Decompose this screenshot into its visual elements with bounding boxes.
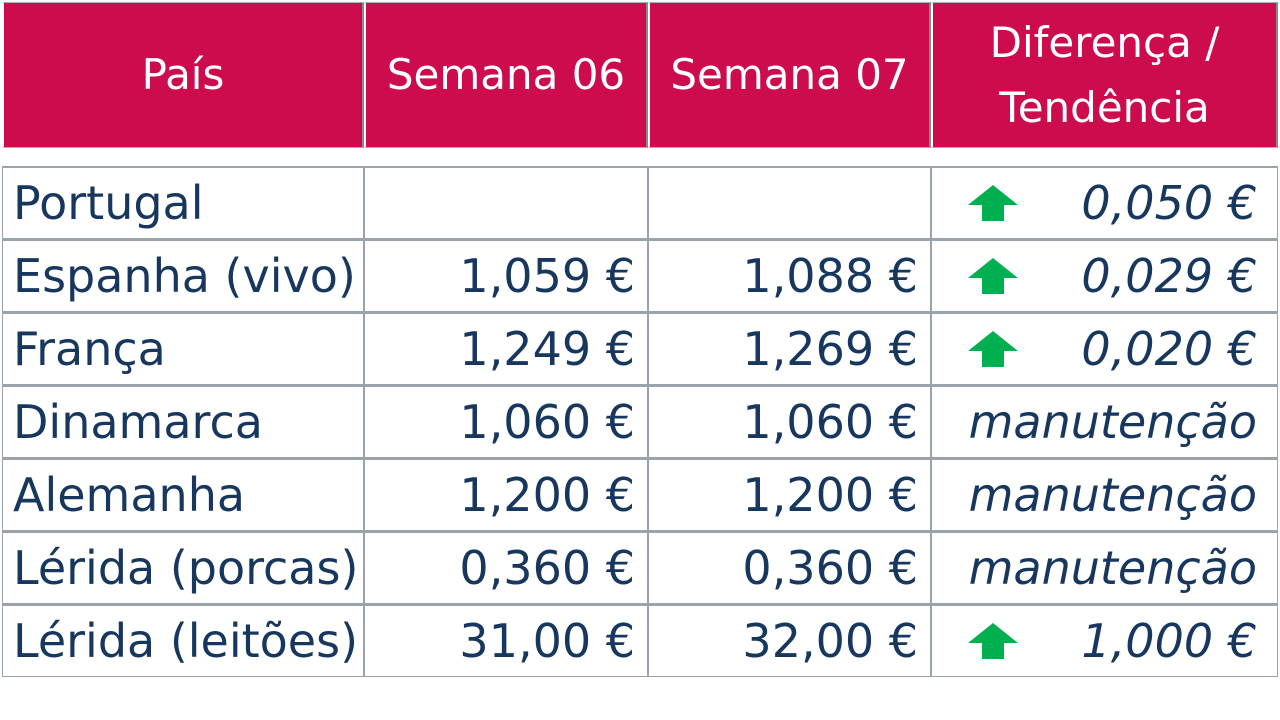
trend-cell: manutenção	[931, 385, 1278, 458]
price-table-header: País Semana 06 Semana 07 Diferença / Ten…	[2, 2, 1278, 148]
header-spacer	[2, 150, 1278, 164]
country-cell: Alemanha	[2, 458, 364, 531]
header-week-07: Semana 07	[648, 2, 931, 148]
week-07-price-cell	[648, 166, 931, 239]
week-06-price-cell: 1,249 €	[364, 312, 648, 385]
arrow-up-icon	[966, 621, 1020, 661]
trend-value: 0,020 €	[1081, 322, 1257, 376]
table-row: Lérida (porcas) 0,360 €0,360 € manutenção	[2, 531, 1278, 604]
country-cell: França	[2, 312, 364, 385]
country-cell: Lérida (porcas)	[2, 531, 364, 604]
trend-value: 0,029 €	[1081, 249, 1257, 303]
week-07-price-cell: 0,360 €	[648, 531, 931, 604]
table-row: Espanha (vivo) 1,059 €1,088 € 0,029 €	[2, 239, 1278, 312]
week-06-price-cell: 0,360 €	[364, 531, 648, 604]
week-06-price-cell: 1,060 €	[364, 385, 648, 458]
header-trend-line1: Diferença /	[989, 17, 1220, 67]
week-07-price-cell: 32,00 €	[648, 604, 931, 677]
trend-value: 0,050 €	[1081, 176, 1257, 230]
table-row: França 1,249 €1,269 € 0,020 €	[2, 312, 1278, 385]
week-06-price-cell	[364, 166, 648, 239]
country-cell: Espanha (vivo)	[2, 239, 364, 312]
trend-value: manutenção	[968, 541, 1257, 595]
trend-cell: 1,000 €	[931, 604, 1278, 677]
week-07-price-cell: 1,269 €	[648, 312, 931, 385]
week-06-price-cell: 1,200 €	[364, 458, 648, 531]
country-cell: Dinamarca	[2, 385, 364, 458]
week-06-price-cell: 1,059 €	[364, 239, 648, 312]
table-row: Dinamarca 1,060 €1,060 € manutenção	[2, 385, 1278, 458]
table-row: Portugal 0,050 €	[2, 166, 1278, 239]
country-cell: Portugal	[2, 166, 364, 239]
week-07-price-cell: 1,200 €	[648, 458, 931, 531]
trend-cell: 0,029 €	[931, 239, 1278, 312]
header-country: País	[2, 2, 364, 148]
table-row: Alemanha 1,200 €1,200 € manutenção	[2, 458, 1278, 531]
trend-value: 1,000 €	[1081, 614, 1257, 668]
trend-cell: manutenção	[931, 531, 1278, 604]
header-week-06: Semana 06	[364, 2, 648, 148]
arrow-up-icon	[966, 183, 1020, 223]
arrow-up-icon	[966, 329, 1020, 369]
header-trend: Diferença / Tendência	[931, 2, 1278, 148]
header-trend-line2: Tendência	[999, 83, 1210, 132]
week-07-price-cell: 1,088 €	[648, 239, 931, 312]
week-07-price-cell: 1,060 €	[648, 385, 931, 458]
trend-cell: 0,050 €	[931, 166, 1278, 239]
arrow-up-icon	[966, 256, 1020, 296]
price-table-body: Portugal 0,050 € Espanha (vivo) 1,059 €1,08…	[2, 166, 1278, 677]
trend-value: manutenção	[968, 468, 1257, 522]
table-row: Lérida (leitões) 31,00 €32,00 € 1,000 €	[2, 604, 1278, 677]
trend-cell: manutenção	[931, 458, 1278, 531]
country-cell: Lérida (leitões)	[2, 604, 364, 677]
trend-cell: 0,020 €	[931, 312, 1278, 385]
week-06-price-cell: 31,00 €	[364, 604, 648, 677]
header-row: País Semana 06 Semana 07 Diferença / Ten…	[2, 2, 1278, 148]
trend-value: manutenção	[968, 395, 1257, 449]
